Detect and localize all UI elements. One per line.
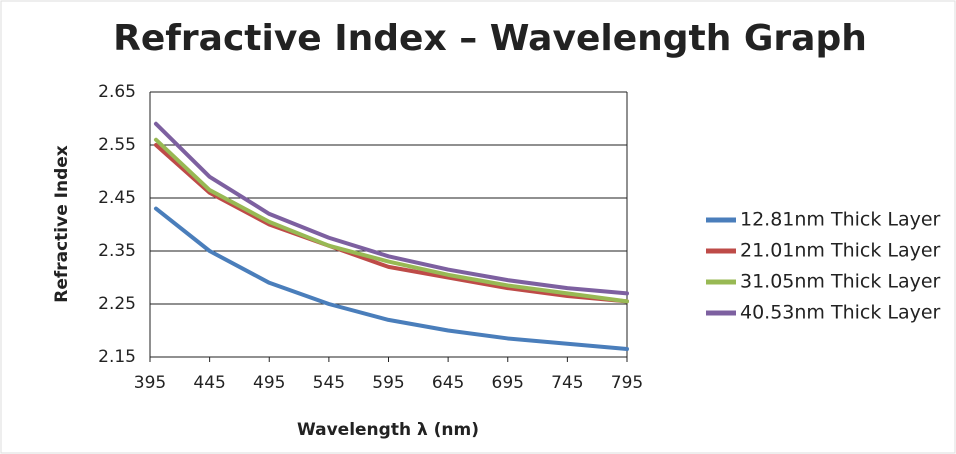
y-tick-label: 2.35: [98, 241, 136, 261]
y-tick-label: 2.25: [98, 294, 136, 314]
legend-label: 21.01nm Thick Layer: [740, 240, 941, 262]
x-tick-label: 795: [611, 373, 643, 393]
y-tick-label: 2.45: [98, 188, 136, 208]
x-tick-label: 695: [492, 373, 524, 393]
x-tick-label: 595: [372, 373, 404, 393]
chart: Refractive Index – Wavelength Graph Wave…: [0, 0, 956, 454]
x-axis-label: Wavelength λ (nm): [297, 420, 479, 440]
legend-label: 40.53nm Thick Layer: [740, 302, 941, 324]
y-tick-label: 2.15: [98, 347, 136, 367]
x-tick-label: 395: [134, 373, 166, 393]
legend-label: 31.05nm Thick Layer: [740, 271, 941, 293]
y-tick-label: 2.55: [98, 135, 136, 155]
chart-title: Refractive Index – Wavelength Graph: [113, 18, 867, 59]
legend-label: 12.81nm Thick Layer: [740, 209, 941, 231]
x-tick-label: 645: [432, 373, 464, 393]
x-tick-label: 495: [253, 373, 285, 393]
x-tick-label: 445: [193, 373, 225, 393]
y-axis-label: Refractive Index: [52, 145, 72, 303]
x-tick-label: 545: [313, 373, 345, 393]
x-tick-label: 745: [551, 373, 583, 393]
y-tick-label: 2.65: [98, 82, 136, 102]
